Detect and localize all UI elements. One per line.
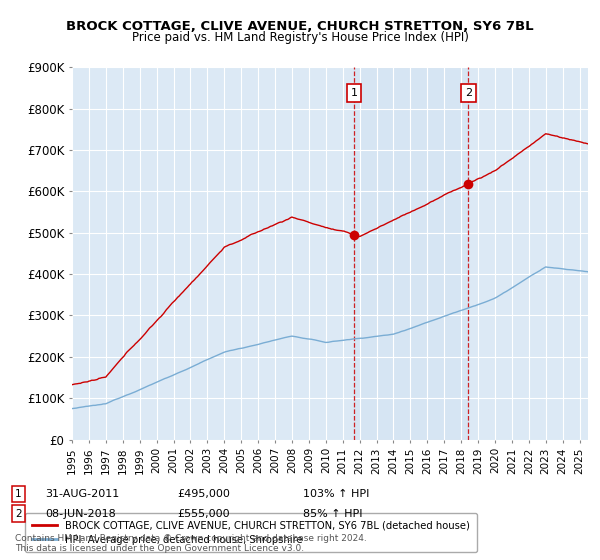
Text: £495,000: £495,000 [177,489,230,499]
Text: 85% ↑ HPI: 85% ↑ HPI [303,508,362,519]
Text: 1: 1 [350,88,358,98]
Text: BROCK COTTAGE, CLIVE AVENUE, CHURCH STRETTON, SY6 7BL: BROCK COTTAGE, CLIVE AVENUE, CHURCH STRE… [66,20,534,32]
Text: 1: 1 [15,489,22,499]
Text: This data is licensed under the Open Government Licence v3.0.: This data is licensed under the Open Gov… [15,544,304,553]
Legend: BROCK COTTAGE, CLIVE AVENUE, CHURCH STRETTON, SY6 7BL (detached house), HPI: Ave: BROCK COTTAGE, CLIVE AVENUE, CHURCH STRE… [25,514,477,552]
Text: £555,000: £555,000 [177,508,230,519]
Text: 2: 2 [465,88,472,98]
Text: 31-AUG-2011: 31-AUG-2011 [45,489,119,499]
Text: 103% ↑ HPI: 103% ↑ HPI [303,489,370,499]
Text: Price paid vs. HM Land Registry's House Price Index (HPI): Price paid vs. HM Land Registry's House … [131,31,469,44]
Text: 2: 2 [15,508,22,519]
Text: 08-JUN-2018: 08-JUN-2018 [45,508,116,519]
Text: Contains HM Land Registry data © Crown copyright and database right 2024.: Contains HM Land Registry data © Crown c… [15,534,367,543]
Bar [354,67,469,440]
